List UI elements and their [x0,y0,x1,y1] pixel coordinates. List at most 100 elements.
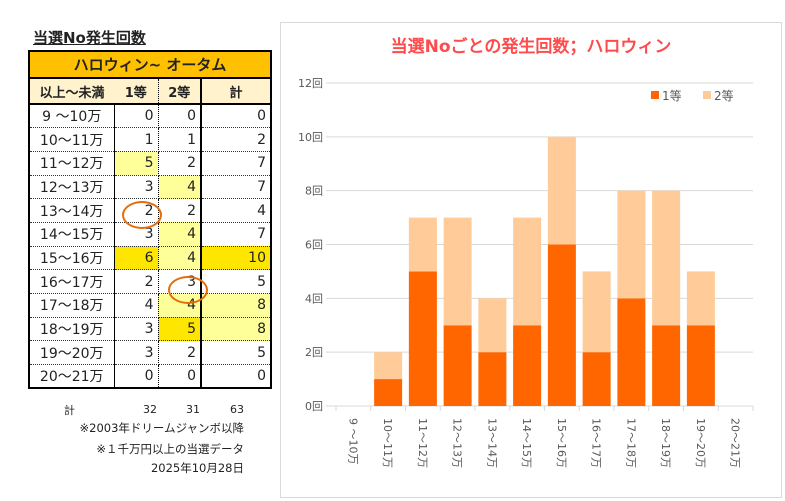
note: ※2003年ドリームジャンボ以降 [79,421,244,435]
note: 2025年10月28日 [150,461,244,475]
bar-second [547,136,576,245]
table-row: 9 ～10万 0 0 0 [28,104,272,129]
column-header: 計 [201,78,272,105]
x-tick-label: 17～18万 [624,418,637,468]
table-row: 12～13万 3 4 7 [28,175,272,200]
cell-range: 13～14万 [28,198,115,223]
cell-first: 4 [114,293,159,318]
bar-second [513,217,542,326]
x-tick-label: 15～16万 [555,418,568,468]
cell-first: 0 [114,104,159,129]
cell-range: 9 ～10万 [28,104,115,129]
cell-first: 3 [114,175,159,200]
note: ※１千万円以上の当選データ [96,442,244,456]
table-row: 14～15万 3 4 7 [28,222,272,247]
legend-label: 1等 [662,89,682,103]
chart: 当選Noごとの発生回数；ハロウィン 0回 2回 4回 6回 8回 10回 12回 9 ～10万 1… [280,22,782,498]
table-row: 15～16万 6 4 10 [28,246,272,271]
legend-swatch [703,91,711,99]
cell-second: 0 [158,104,202,129]
table-row: 13～14万 2 2 4 [28,198,272,223]
cell-second: 1 [158,127,202,152]
bar-second [617,190,646,299]
y-tick-label: 6回 [305,239,323,252]
bar-first [547,244,576,406]
total-label: 計 [64,404,75,417]
column-header: 2等 [158,78,202,105]
bar-second [443,217,472,326]
x-tick-label: 9 ～10万 [346,418,359,465]
bar-first [513,325,542,406]
x-tick-label: 14～15万 [520,418,533,468]
table-header: ハロウィン~ オータム [28,50,272,79]
x-tick-label: 12～13万 [451,418,464,468]
total-all: 63 [230,403,244,416]
cell-first: 1 [114,127,159,152]
cell-total: 5 [201,269,272,294]
y-tick-label: 4回 [305,292,323,305]
table-row: 11～12万 5 2 7 [28,151,272,176]
cell-total: 8 [201,317,272,342]
total-first: 32 [143,403,157,416]
x-tick-label: 16～17万 [590,418,603,468]
bar-second [408,217,437,272]
table-row: 17～18万 4 4 8 [28,293,272,318]
cell-first: 0 [114,364,159,390]
bar-first [686,325,715,406]
column-header: 1等 [114,78,159,105]
table-row: 16～17万 2 3 5 [28,269,272,294]
table-row: 19～20万 3 2 5 [28,340,272,366]
cell-total: 4 [201,198,272,223]
bar-first [617,298,646,406]
cell-first: 3 [114,340,159,366]
cell-total: 7 [201,151,272,176]
cell-second: 4 [158,175,202,200]
bar-first [374,379,403,406]
x-tick-label: 18～19万 [659,418,672,468]
x-tick-label: 11～12万 [416,418,429,468]
total-second: 31 [186,403,200,416]
cell-range: 20～21万 [28,364,115,390]
y-tick-label: 10回 [298,131,323,144]
cell-total: 7 [201,222,272,247]
cell-second: 2 [158,198,202,223]
cell-second: 5 [158,317,202,342]
x-tick-label: 20～21万 [729,418,742,468]
y-tick-label: 0回 [305,400,323,413]
count-table: ハロウィン~ オータム 以上～未満 1等 2等計 9 ～10万 0 0 0 10～11万 1 1… [28,50,272,390]
cell-first: 5 [114,151,159,176]
cell-range: 12～13万 [28,175,115,200]
y-tick-label: 12回 [298,77,323,90]
cell-range: 17～18万 [28,293,115,318]
cell-total: 0 [201,104,272,129]
circle-mark [168,276,208,304]
cell-second: 4 [158,222,202,247]
y-tick-label: 8回 [305,185,323,198]
cell-range: 18～19万 [28,317,115,342]
legend-label: 2等 [714,89,734,103]
cell-range: 14～15万 [28,222,115,247]
cell-range: 11～12万 [28,151,115,176]
bar-first [408,271,437,406]
cell-range: 16～17万 [28,269,115,294]
cell-second: 2 [158,340,202,366]
bar-first [582,352,611,406]
cell-total: 7 [201,175,272,200]
cell-range: 15～16万 [28,246,115,271]
x-tick-label: 10～11万 [381,418,394,468]
cell-first: 2 [114,269,159,294]
circle-mark [122,201,162,229]
cell-second: 2 [158,151,202,176]
y-tick-label: 2回 [305,346,323,359]
cell-total: 8 [201,293,272,318]
cell-total: 10 [201,246,272,271]
cell-total: 5 [201,340,272,366]
bar-first [478,352,507,406]
x-tick-label: 13～14万 [485,418,498,468]
cell-range: 19～20万 [28,340,115,366]
bar-second [478,298,507,353]
table-row: 20～21万 0 0 0 [28,364,272,390]
bar-second [582,271,611,353]
table-title: 当選No発生回数 [33,29,146,47]
bar-second [652,190,681,326]
